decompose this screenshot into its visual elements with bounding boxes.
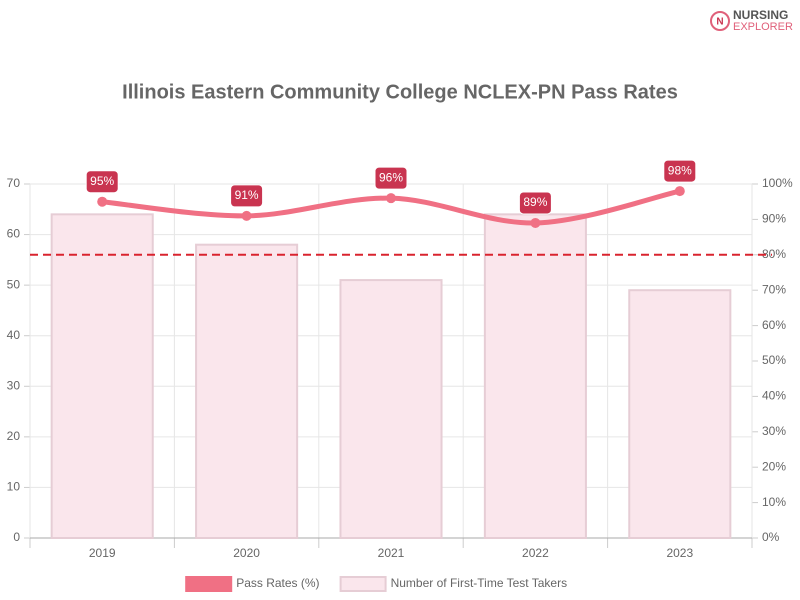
y2-tick-label: 50%: [762, 353, 786, 367]
chart-title: Illinois Eastern Community College NCLEX…: [122, 81, 678, 103]
bar: [339, 279, 443, 539]
data-label: 96%: [379, 170, 403, 184]
y2-tick-label: 30%: [762, 424, 786, 438]
y-tick-label: 60: [7, 227, 21, 241]
y-tick-label: 0: [13, 530, 20, 544]
legend-label: Number of First-Time Test Takers: [391, 576, 567, 590]
logo-text: NURSING: [733, 8, 788, 22]
y2-tick-label: 90%: [762, 212, 786, 226]
logo-icon-letter: N: [716, 17, 723, 28]
x-tick-label: 2023: [666, 546, 693, 560]
y2-tick-label: 10%: [762, 495, 786, 509]
y-tick-label: 10: [7, 480, 21, 494]
y2-tick-label: 100%: [762, 176, 793, 190]
x-tick-label: 2020: [233, 546, 260, 560]
y-tick-label: 30: [7, 378, 21, 392]
y2-tick-label: 40%: [762, 389, 786, 403]
bar: [628, 289, 732, 540]
data-label: 95%: [90, 174, 114, 188]
point: [386, 193, 396, 204]
x-tick-label: 2019: [89, 546, 116, 560]
y2-tick-label: 80%: [762, 247, 786, 261]
point: [97, 196, 108, 207]
data-label-box: [85, 170, 119, 194]
logo-icon: [710, 11, 730, 31]
legend-swatch: [185, 576, 233, 592]
legend-item: Pass Rates (%): [185, 576, 320, 592]
point: [674, 186, 685, 197]
data-label-box: [518, 191, 552, 215]
x-tick-label: 2021: [378, 546, 405, 560]
y2-tick-label: 0%: [762, 530, 780, 544]
bar: [483, 213, 587, 539]
y-tick-label: 20: [7, 429, 21, 443]
data-label-box: [663, 159, 697, 183]
logo-text: EXPLORER: [733, 21, 793, 33]
data-label: 98%: [668, 163, 692, 177]
y2-tick-label: 70%: [762, 282, 786, 296]
point: [530, 217, 541, 228]
legend-label: Pass Rates (%): [236, 576, 319, 590]
x-tick-label: 2022: [522, 546, 549, 560]
data-label: 91%: [235, 188, 259, 202]
legend-item: Number of First-Time Test Takers: [339, 576, 567, 592]
legend-swatch: [339, 576, 387, 592]
bar: [195, 243, 299, 540]
bar: [50, 213, 154, 539]
y-tick-label: 50: [7, 277, 21, 291]
y-tick-label: 40: [7, 328, 21, 342]
point: [241, 210, 252, 221]
y2-tick-label: 20%: [762, 459, 786, 473]
data-label-box: [374, 166, 408, 190]
data-label: 89%: [523, 195, 547, 209]
data-label-box: [230, 184, 264, 208]
y2-tick-label: 60%: [762, 318, 786, 332]
y-tick-label: 70: [7, 176, 21, 190]
logo: N NURSING EXPLORER: [710, 8, 793, 33]
